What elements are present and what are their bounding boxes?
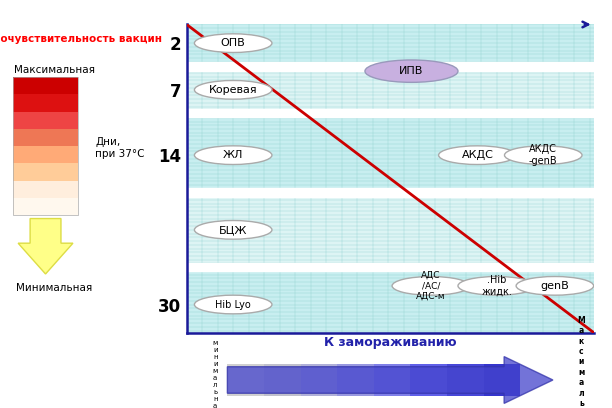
Text: Максимальная: Максимальная: [13, 64, 95, 75]
Circle shape: [458, 277, 536, 295]
Bar: [13, 77, 78, 94]
Circle shape: [195, 220, 272, 239]
Circle shape: [195, 34, 272, 53]
Text: ИПВ: ИПВ: [399, 66, 424, 76]
Text: ЖЛ: ЖЛ: [223, 150, 244, 160]
Bar: [13, 146, 78, 164]
Circle shape: [504, 146, 582, 164]
Text: АДС
/АС/
АДС-м: АДС /АС/ АДС-м: [416, 271, 446, 301]
Text: АКДС: АКДС: [461, 150, 493, 160]
Bar: [264, 364, 300, 396]
Text: Термочувствительность вакцин: Термочувствительность вакцин: [0, 34, 162, 44]
Text: Минимальная: Минимальная: [16, 283, 92, 293]
Bar: [13, 77, 78, 215]
Bar: [187, 67, 594, 113]
Text: Коревая: Коревая: [209, 85, 258, 95]
Bar: [300, 364, 337, 396]
Bar: [374, 364, 411, 396]
Bar: [13, 94, 78, 111]
Bar: [447, 364, 483, 396]
Bar: [337, 364, 374, 396]
Text: БЦЖ: БЦЖ: [219, 225, 247, 235]
Bar: [13, 111, 78, 129]
Circle shape: [392, 277, 469, 295]
Text: К замораживанию: К замораживанию: [324, 336, 457, 349]
Circle shape: [195, 80, 272, 99]
Bar: [187, 193, 594, 267]
Bar: [187, 62, 594, 71]
Bar: [228, 364, 264, 396]
Circle shape: [365, 60, 458, 82]
Text: АКДС
-genB: АКДС -genB: [529, 144, 558, 166]
Text: Hib Lyo: Hib Lyo: [215, 299, 251, 310]
Text: м
и
н
и
м
а
л
ь
н
а
я: м и н и м а л ь н а я: [212, 339, 218, 408]
Bar: [187, 188, 594, 197]
Bar: [187, 113, 594, 193]
Circle shape: [439, 146, 516, 164]
Bar: [187, 24, 594, 67]
Bar: [483, 364, 520, 396]
Circle shape: [195, 295, 272, 314]
Circle shape: [195, 146, 272, 164]
FancyArrow shape: [228, 357, 553, 404]
Bar: [13, 164, 78, 181]
Bar: [411, 364, 447, 396]
Circle shape: [516, 277, 594, 295]
Text: .Hib
жидк.: .Hib жидк.: [481, 275, 512, 297]
Text: ОПВ: ОПВ: [221, 38, 245, 48]
Bar: [13, 129, 78, 146]
Bar: [187, 109, 594, 118]
Bar: [13, 181, 78, 198]
Bar: [187, 267, 594, 333]
Bar: [187, 263, 594, 271]
Text: Дни,
при 37°C: Дни, при 37°C: [95, 137, 144, 159]
Text: genB: genB: [540, 281, 569, 291]
Text: М
а
к
с
и
м
а
л
ь
н
а
я: М а к с и м а л ь н а я: [578, 316, 585, 408]
Bar: [13, 198, 78, 215]
FancyArrow shape: [18, 219, 73, 274]
